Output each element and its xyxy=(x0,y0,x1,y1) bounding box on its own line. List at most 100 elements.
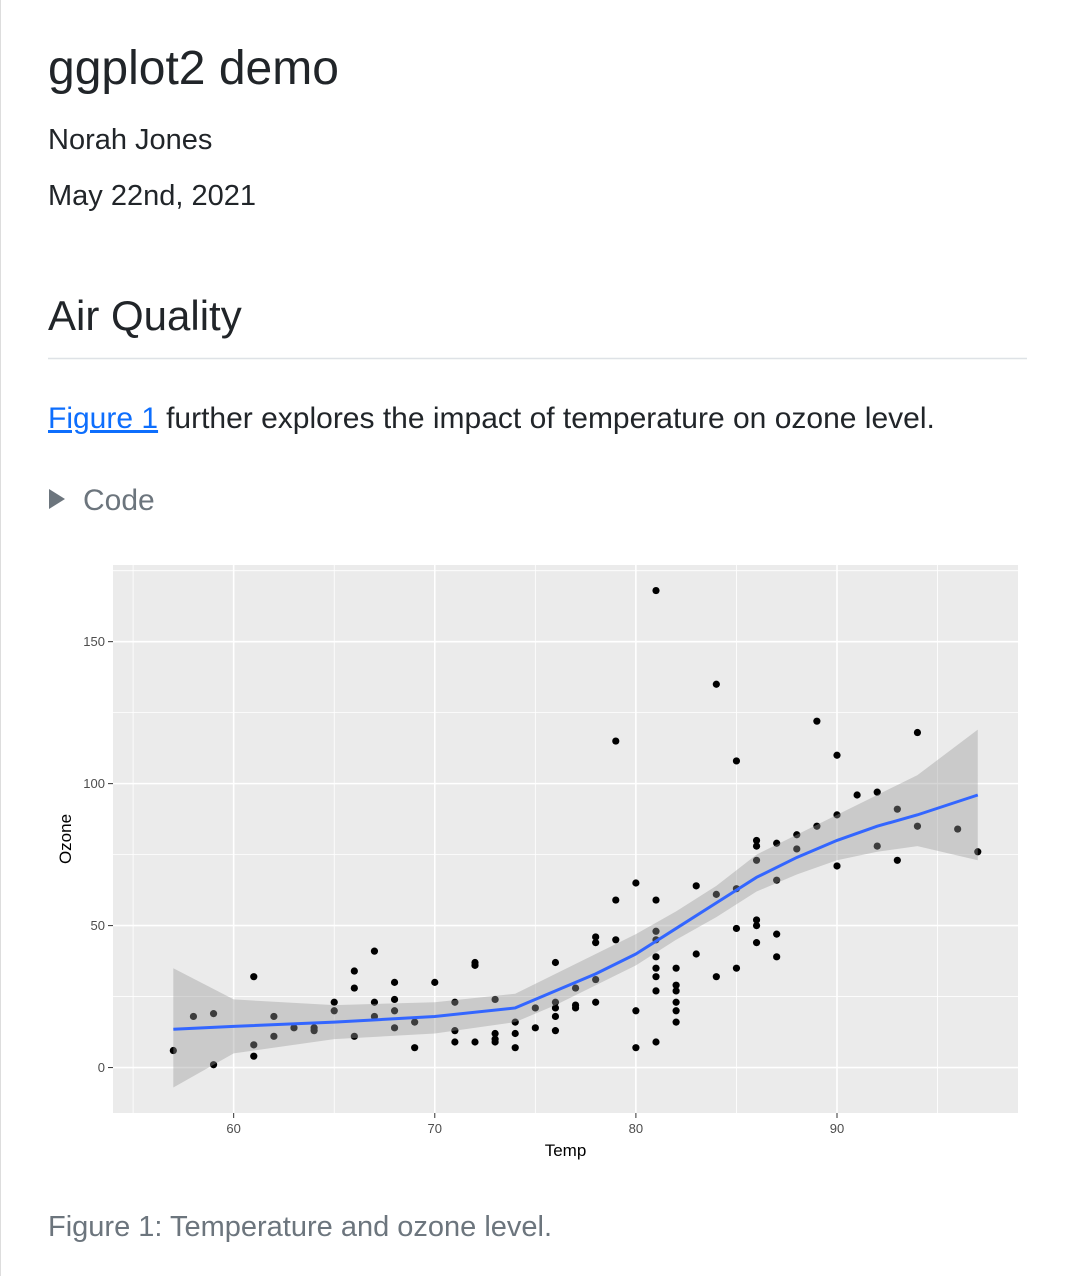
disclosure-triangle[interactable] xyxy=(49,489,65,509)
point xyxy=(672,964,680,972)
point xyxy=(612,896,620,904)
point xyxy=(350,984,358,992)
point xyxy=(672,987,680,995)
point xyxy=(672,1007,680,1015)
point xyxy=(390,995,399,1004)
point xyxy=(189,1012,198,1021)
point xyxy=(511,1044,519,1052)
point xyxy=(773,839,781,847)
point xyxy=(672,981,680,989)
point xyxy=(954,825,962,833)
point xyxy=(390,1024,399,1032)
point xyxy=(974,848,982,856)
point xyxy=(370,998,379,1006)
point xyxy=(451,1038,459,1046)
point xyxy=(451,1027,459,1035)
point xyxy=(752,939,761,947)
point xyxy=(491,995,499,1004)
point xyxy=(652,896,660,904)
x-tick-label: 60 xyxy=(226,1121,240,1136)
point xyxy=(551,958,560,967)
point xyxy=(330,1007,338,1015)
point xyxy=(370,947,379,955)
point xyxy=(672,1018,680,1026)
y-axis-title: Ozone xyxy=(56,814,75,864)
point xyxy=(652,964,660,972)
figure-link[interactable]: Figure 1 xyxy=(48,402,158,435)
point xyxy=(652,927,660,935)
point xyxy=(330,998,338,1006)
point xyxy=(813,717,821,725)
smooth-line xyxy=(173,793,979,1031)
code-toggle[interactable]: Code xyxy=(83,484,155,517)
point xyxy=(250,973,258,981)
point xyxy=(592,998,600,1006)
y-tick-label: 0 xyxy=(98,1060,105,1075)
point xyxy=(571,984,580,992)
point xyxy=(471,961,479,969)
point xyxy=(732,924,741,933)
point xyxy=(652,586,660,595)
point xyxy=(853,791,861,799)
point xyxy=(652,953,660,961)
point xyxy=(833,862,841,870)
point xyxy=(913,728,922,737)
point xyxy=(169,1046,177,1055)
point xyxy=(873,842,881,850)
point xyxy=(411,1044,419,1052)
point xyxy=(692,950,700,958)
y-tick-label: 150 xyxy=(83,634,105,649)
point xyxy=(712,973,720,981)
point xyxy=(370,1012,379,1021)
point xyxy=(632,1007,640,1015)
point xyxy=(511,1029,519,1038)
date: May 22nd, 2021 xyxy=(48,180,256,212)
point xyxy=(592,939,600,947)
point xyxy=(652,1038,660,1046)
point xyxy=(632,879,640,887)
point xyxy=(290,1024,298,1032)
point xyxy=(612,737,620,745)
point xyxy=(833,811,841,819)
x-tick-label: 70 xyxy=(428,1121,442,1136)
point xyxy=(571,1004,580,1012)
point xyxy=(893,805,901,813)
point xyxy=(209,1010,218,1018)
y-tick-label: 50 xyxy=(91,918,105,933)
point xyxy=(873,788,881,796)
point xyxy=(511,1018,519,1026)
point xyxy=(752,842,761,850)
point xyxy=(692,882,700,890)
section-heading: Air Quality xyxy=(48,292,242,339)
x-tick-label: 80 xyxy=(629,1121,643,1136)
plot: 60 70 80 90 0 50 100 150 Temp Ozone xyxy=(56,565,1018,1160)
point xyxy=(270,1012,278,1021)
point xyxy=(270,1032,278,1040)
point xyxy=(752,836,761,845)
point xyxy=(652,973,660,981)
point xyxy=(451,998,459,1006)
point xyxy=(592,933,600,941)
author: Norah Jones xyxy=(48,124,212,156)
point xyxy=(350,1032,358,1040)
point xyxy=(672,998,680,1006)
point xyxy=(773,876,781,884)
point xyxy=(773,953,781,961)
point xyxy=(793,831,801,839)
point xyxy=(913,822,922,830)
point xyxy=(793,845,801,853)
point xyxy=(813,822,821,830)
point xyxy=(491,1038,499,1046)
point xyxy=(209,1061,218,1069)
point xyxy=(350,967,358,975)
point xyxy=(551,1012,560,1021)
paragraph-text: further explores the impact of temperatu… xyxy=(166,402,935,435)
point xyxy=(732,757,741,765)
point xyxy=(773,930,781,938)
x-axis-title: Temp xyxy=(545,1141,587,1160)
point xyxy=(752,916,761,924)
point xyxy=(390,978,399,986)
figure-caption: Figure 1: Temperature and ozone level. xyxy=(48,1211,552,1243)
y-tick-label: 100 xyxy=(83,776,105,791)
